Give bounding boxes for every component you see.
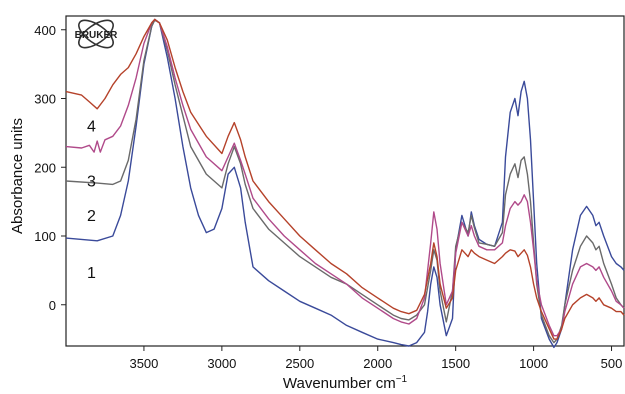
y-tick-label: 400 — [34, 23, 56, 38]
series-1-label: 1 — [87, 265, 96, 282]
series-4-label: 4 — [87, 119, 96, 136]
y-tick-label: 300 — [34, 92, 56, 107]
x-tick-label: 1000 — [519, 356, 548, 371]
series-layer — [65, 18, 625, 349]
series-4-line — [65, 18, 625, 340]
x-axis-label: Wavenumber cm−1 — [283, 374, 408, 392]
x-tick-label: 2500 — [285, 356, 314, 371]
y-tick-label: 100 — [34, 229, 56, 244]
x-axis-label-text: Wavenumber cm — [283, 375, 396, 392]
x-tick-label: 2000 — [363, 356, 392, 371]
plot-area — [65, 15, 625, 347]
series-3-label: 3 — [87, 174, 96, 191]
x-tick-label: 3500 — [129, 356, 158, 371]
series-1-line — [65, 18, 625, 349]
x-axis-label-unit: −1 — [396, 374, 408, 385]
x-axis: 3500 3000 2500 2000 1500 1000 500 — [129, 346, 622, 371]
x-tick-label: 3000 — [207, 356, 236, 371]
y-tick-label: 200 — [34, 160, 56, 175]
bruker-logo: BRUKER — [75, 19, 119, 49]
x-tick-label: 1500 — [441, 356, 470, 371]
y-axis: 0 100 200 300 400 — [34, 23, 66, 313]
series-labels: 1 2 3 4 — [87, 119, 96, 283]
y-tick-label: 0 — [49, 298, 56, 313]
series-2-label: 2 — [87, 208, 96, 225]
x-tick-label: 500 — [601, 356, 623, 371]
y-axis-label: Absorbance units — [9, 118, 26, 234]
bruker-logo-text: BRUKER — [75, 30, 119, 41]
